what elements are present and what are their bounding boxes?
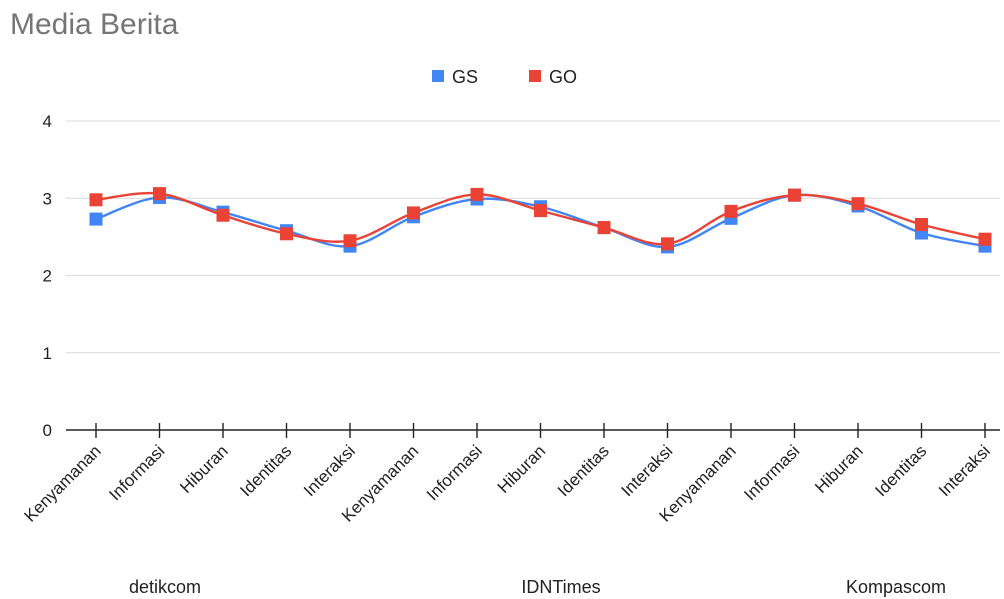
legend-swatch-go: [529, 70, 541, 82]
chart-title: Media Berita: [10, 8, 179, 41]
x-tick-label: Informasi: [740, 441, 803, 504]
legend-label-go: GO: [549, 67, 577, 87]
x-tick-label: Kenyamanan: [21, 441, 105, 525]
legend: GS GO: [432, 67, 577, 87]
y-tick-label: 0: [43, 421, 52, 440]
y-tick-label: 1: [43, 344, 52, 363]
y-tick-label: 3: [43, 189, 52, 208]
x-tick-label: Identitas: [554, 441, 613, 500]
x-tick-label: Hiburan: [176, 441, 232, 497]
y-tick-labels: 0 1 2 3 4: [43, 112, 52, 440]
data-point-go: [597, 221, 611, 235]
data-point-go: [724, 204, 738, 218]
y-tick-label: 4: [43, 112, 52, 131]
group-label: detikcom: [129, 577, 201, 597]
data-point-go: [280, 227, 293, 241]
legend-swatch-gs: [432, 70, 444, 82]
y-tick-label: 2: [43, 267, 52, 286]
x-tick-label: Interaksi: [300, 441, 359, 500]
x-tick-label: Hiburan: [811, 441, 867, 497]
data-point-go: [343, 234, 357, 248]
data-point-gs: [89, 212, 103, 226]
x-tick-labels: Kenyamanan Informasi Hiburan Identitas Inter…: [21, 441, 994, 525]
series-markers: [89, 187, 992, 254]
gridlines: [66, 120, 1000, 354]
group-label: Kompascom: [846, 577, 946, 597]
x-tick-label: Hiburan: [494, 441, 550, 497]
data-point-go: [788, 188, 801, 202]
x-tick-label: Interaksi: [617, 441, 676, 500]
x-tick-label: Informasi: [105, 441, 168, 504]
data-point-go: [89, 193, 103, 207]
x-tick-label: Informasi: [423, 441, 486, 504]
data-point-go: [216, 208, 230, 222]
data-point-go: [534, 204, 547, 218]
data-point-go: [978, 232, 992, 246]
x-axis: [66, 423, 1000, 438]
data-point-go: [851, 197, 865, 211]
data-point-go: [153, 187, 166, 201]
group-label: IDNTimes: [521, 577, 600, 597]
data-point-go: [915, 218, 928, 232]
group-labels: detikcom IDNTimes Kompascom: [129, 577, 946, 597]
data-point-go: [470, 187, 484, 201]
x-tick-label: Interaksi: [935, 441, 994, 500]
x-tick-label: Identitas: [236, 441, 295, 500]
data-point-go: [407, 206, 420, 220]
data-point-go: [661, 237, 674, 251]
legend-label-gs: GS: [452, 67, 478, 87]
x-tick-label: Identitas: [871, 441, 930, 500]
